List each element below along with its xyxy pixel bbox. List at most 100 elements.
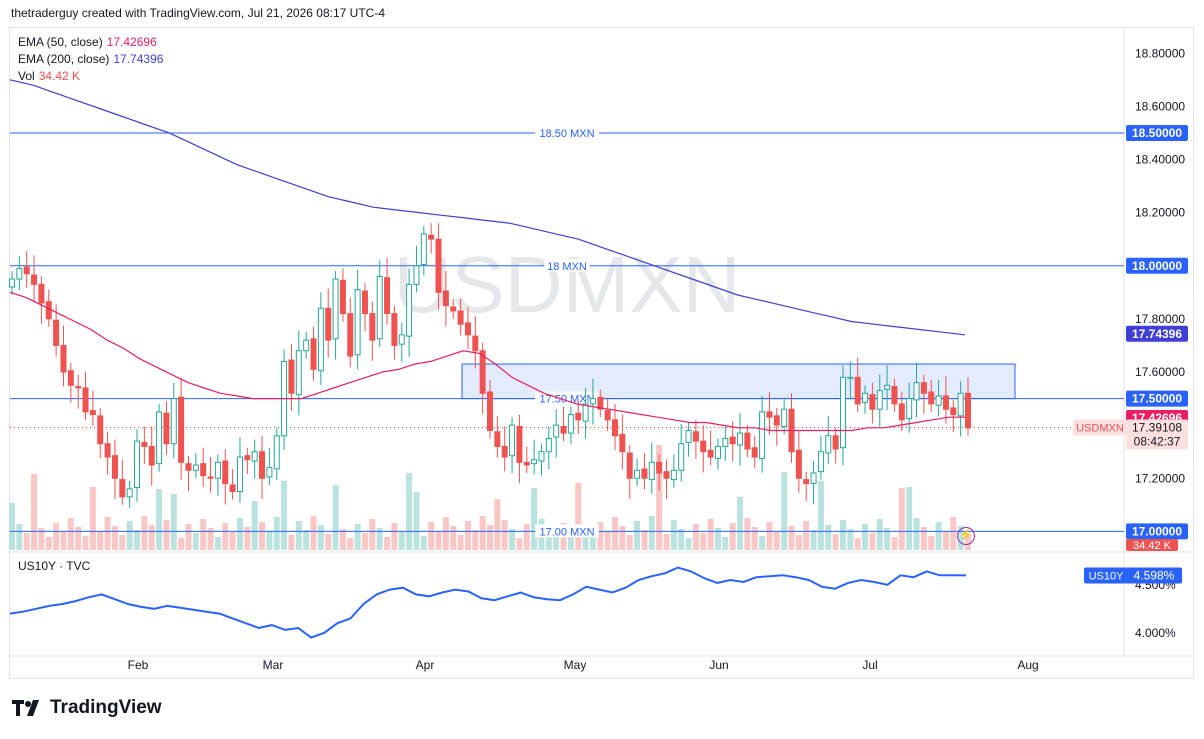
candle-body [398, 334, 405, 345]
candle-body [737, 432, 744, 446]
volume-bar [567, 532, 574, 550]
candle-body [310, 338, 317, 370]
candle-body [854, 376, 861, 405]
volume-bar [935, 522, 942, 550]
volume-bar [545, 528, 552, 550]
candle-body [384, 277, 391, 315]
candle-body [678, 443, 685, 471]
volume-bar [170, 494, 177, 550]
lightning-icon[interactable]: ⚡ [957, 527, 975, 545]
level-tag-bg [1126, 390, 1188, 407]
legend-ema200[interactable]: EMA (200, close) 17.74396 [18, 51, 163, 67]
legend-ema50[interactable]: EMA (50, close) 17.42696 [18, 34, 157, 50]
level-tag: 17.00000 [1132, 524, 1182, 538]
legend-us10y[interactable]: US10Y · TVC [18, 558, 90, 574]
volume-bar [810, 530, 817, 550]
ema200-tag-bg [1126, 325, 1188, 342]
candle-body [134, 440, 141, 489]
candle-body [435, 238, 442, 293]
candle-body [236, 456, 243, 493]
candle-body [141, 441, 148, 447]
volume-bar [509, 529, 516, 550]
candle-body [509, 424, 516, 457]
candle-body [317, 307, 324, 372]
volume-bar [612, 517, 619, 550]
volume-bar [670, 520, 677, 550]
candle-body [656, 461, 663, 474]
level-label-bg [535, 125, 599, 139]
candle-body [97, 415, 104, 445]
candle-body [82, 387, 89, 413]
candle-body [163, 412, 170, 445]
candle-body [766, 411, 773, 418]
price-tick: 18.20000 [1135, 206, 1185, 220]
volume-bar [214, 537, 221, 550]
candle-body [332, 278, 339, 340]
last-price-tag-bg [1126, 419, 1188, 450]
volume-bar [111, 526, 118, 550]
candle-body [692, 431, 699, 442]
volume-bar [869, 533, 876, 550]
volume-bar [906, 487, 913, 550]
candle-body [31, 274, 38, 285]
candle-body [817, 451, 824, 473]
candle-body [781, 408, 788, 427]
candle-body [479, 350, 486, 394]
volume-tag: 34.42 K [1133, 540, 1172, 552]
volume-bar [207, 528, 214, 550]
legend-volume[interactable]: Vol 34.42 K [18, 68, 80, 84]
symbol-tag-bg [1073, 419, 1127, 436]
candle-body [295, 350, 302, 396]
volume-bar [376, 528, 383, 550]
volume-bar [773, 531, 780, 550]
volume-bar [678, 529, 685, 550]
x-axis-label: May [564, 658, 587, 672]
volume-bar [494, 499, 501, 550]
price-tick: 18.40000 [1135, 153, 1185, 167]
candle-body [810, 472, 817, 485]
volume-bar [60, 532, 67, 550]
candle-body [185, 463, 192, 471]
candle-body [913, 382, 920, 401]
volume-bar [472, 530, 479, 550]
candle-body [928, 391, 935, 405]
level-tag: 18.50000 [1132, 126, 1182, 140]
volume-bar [16, 524, 23, 550]
candle-body [744, 432, 751, 450]
volume-bar [714, 528, 721, 550]
candle-body [251, 451, 258, 462]
candle-body [634, 469, 641, 479]
volume-bar [707, 519, 714, 550]
volume-bar [589, 536, 596, 550]
volume-bar [53, 523, 60, 550]
volume-bar [141, 516, 148, 550]
volume-bar [626, 535, 633, 550]
volume-bar [75, 527, 82, 550]
candle-body [957, 392, 964, 417]
volume-bar [487, 525, 493, 550]
candle-body [273, 435, 280, 470]
ema200-tag: 17.74396 [1132, 327, 1182, 341]
volume-bar [273, 517, 280, 550]
volume-bar [244, 527, 251, 550]
candle-body [67, 370, 74, 386]
volume-bar [464, 521, 471, 550]
volume-bar [163, 520, 170, 550]
candle-body [222, 460, 229, 485]
candle-body [619, 433, 626, 453]
candle-body [516, 425, 523, 463]
candle-body [38, 283, 45, 304]
candle-body [442, 290, 449, 307]
volume-bar [104, 517, 111, 550]
volume-bar [847, 529, 854, 550]
candle-body [420, 233, 427, 265]
volume-bar [795, 535, 802, 550]
candle-body [89, 410, 96, 416]
tradingview-logo[interactable]: TradingView [12, 697, 162, 719]
volume-bar [288, 535, 295, 550]
candle-body [60, 344, 67, 373]
candle-body [604, 410, 611, 421]
candle-body [207, 476, 214, 479]
volume-bar [156, 489, 163, 550]
